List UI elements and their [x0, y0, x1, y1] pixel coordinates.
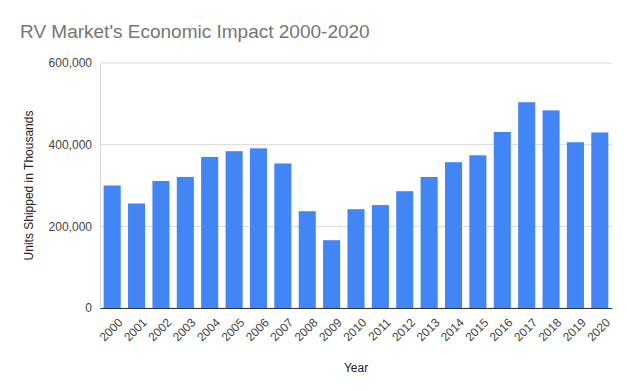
x-axis-title: Year	[344, 361, 368, 375]
bar	[396, 191, 413, 308]
bar	[591, 132, 608, 308]
y-axis-line	[100, 64, 101, 309]
x-tick-label: 2009	[316, 315, 345, 344]
x-tick: 2015	[462, 308, 491, 344]
x-tick-label: 2004	[194, 315, 223, 344]
x-tick: 2014	[438, 308, 467, 344]
x-tick: 2016	[487, 308, 516, 344]
bar	[543, 110, 560, 308]
bar	[445, 162, 462, 308]
y-tick: 200,000	[49, 220, 100, 234]
x-tick: 2000	[97, 308, 126, 344]
x-tick-label: 2012	[389, 315, 418, 344]
x-tick: 2009	[316, 308, 345, 344]
x-axis: 2000200120022003200420052006200720082009…	[97, 308, 614, 344]
x-tick-label: 2003	[170, 315, 199, 344]
x-tick: 2004	[194, 308, 223, 344]
x-tick: 2013	[414, 308, 443, 344]
x-tick: 2006	[243, 308, 272, 344]
x-tick: 2018	[536, 308, 565, 344]
bar	[274, 163, 291, 308]
plot: 0200,000400,000600,000200020012002200320…	[49, 56, 614, 344]
x-tick-label: 2020	[584, 315, 613, 344]
bar	[250, 148, 267, 308]
bar	[226, 151, 243, 308]
y-tick-label: 400,000	[49, 138, 93, 152]
grid-line	[100, 63, 612, 64]
x-tick: 2008	[292, 308, 321, 344]
x-tick-label: 2013	[414, 315, 443, 344]
y-tick: 400,000	[49, 138, 100, 152]
bar	[104, 186, 121, 309]
bar	[323, 240, 340, 308]
x-tick-label: 2014	[438, 315, 467, 344]
bar	[347, 209, 364, 308]
grid	[100, 63, 612, 308]
bar	[152, 181, 169, 308]
x-tick-label: 2010	[341, 315, 370, 344]
x-tick-label: 2018	[536, 315, 565, 344]
chart: 0200,000400,000600,000200020012002200320…	[0, 0, 632, 391]
y-axis: 0 200,000 400,000 600,000	[49, 56, 101, 315]
y-tick: 600,000	[49, 56, 100, 70]
x-tick: 2002	[146, 308, 175, 344]
x-tick-label: 2000	[97, 315, 126, 344]
y-tick-label: 200,000	[49, 220, 93, 234]
x-tick: 2007	[267, 308, 296, 344]
bar	[494, 132, 511, 308]
x-tick-label: 2005	[219, 315, 248, 344]
x-tick: 2005	[219, 308, 248, 344]
x-tick-label: 2007	[267, 315, 296, 344]
x-tick: 2020	[584, 308, 613, 344]
x-tick-label: 2017	[511, 315, 540, 344]
x-axis-line	[101, 308, 613, 309]
x-tick: 2001	[121, 308, 150, 344]
y-tick-label: 600,000	[49, 56, 93, 70]
x-tick: 2012	[389, 308, 418, 344]
bars	[104, 102, 609, 308]
bar	[421, 177, 438, 308]
x-tick-label: 2016	[487, 315, 516, 344]
y-tick-label: 0	[85, 301, 92, 315]
x-tick-label: 2001	[121, 315, 150, 344]
bar	[567, 142, 584, 308]
x-tick: 2003	[170, 308, 199, 344]
y-tick: 0	[85, 301, 100, 315]
x-tick-label: 2019	[560, 315, 589, 344]
bar	[299, 211, 316, 308]
x-tick-label: 2015	[462, 315, 491, 344]
bar	[201, 157, 218, 308]
x-tick-label: 2002	[146, 315, 175, 344]
x-tick: 2017	[511, 308, 540, 344]
x-tick-label: 2008	[292, 315, 321, 344]
bar	[469, 155, 486, 308]
bar	[518, 102, 535, 308]
bar	[128, 203, 145, 308]
x-tick: 2010	[341, 308, 370, 344]
bar	[177, 177, 194, 308]
title: RV Market's Economic Impact 2000-2020	[20, 21, 370, 42]
x-tick: 2019	[560, 308, 589, 344]
x-tick-label: 2006	[243, 315, 272, 344]
bar	[372, 205, 389, 308]
y-axis-title: Units Shipped in Thousands	[22, 111, 36, 261]
x-tick-label: 2011	[366, 315, 394, 343]
x-tick: 2011	[366, 308, 394, 344]
